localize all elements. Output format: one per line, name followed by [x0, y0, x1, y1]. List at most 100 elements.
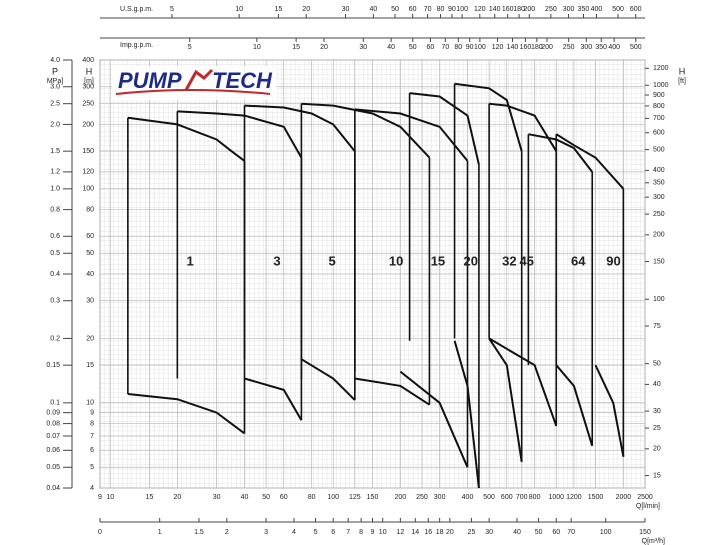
- x2-tick-label: 7: [346, 529, 350, 536]
- x2-tick-label: 70: [567, 529, 575, 536]
- x2-tick-label: 30: [485, 529, 493, 536]
- x2-tick-label: 40: [513, 529, 521, 536]
- us-tick-label: 40: [369, 6, 377, 13]
- x2-tick-label: 100: [600, 529, 612, 536]
- imp-tick-label: 50: [409, 44, 417, 51]
- y2-tick-label: 900: [653, 92, 665, 99]
- x2-tick-label: 1.5: [194, 529, 204, 536]
- y2-tick-label: 15: [653, 472, 661, 479]
- us-tick-label: 180: [513, 6, 525, 13]
- curve-min: [300, 358, 356, 401]
- us-tick-label: 10: [235, 6, 243, 13]
- y-tick-label: 10: [86, 400, 94, 407]
- x2-tick-label: 6: [331, 529, 335, 536]
- model-label: 45: [519, 253, 533, 268]
- us-tick-label: 600: [630, 6, 642, 13]
- imp-tick-label: 20: [320, 44, 328, 51]
- x2-tick-label: 5: [314, 529, 318, 536]
- curve-min: [399, 370, 469, 468]
- p-tick-label: 0.4: [50, 271, 60, 278]
- x2-tick-label: 3: [264, 529, 268, 536]
- imp-tick-label: 80: [454, 44, 462, 51]
- y2-tick-label: 1000: [653, 82, 669, 89]
- imp-tick-label: 250: [563, 44, 575, 51]
- p-tick-label: 2.5: [50, 101, 60, 108]
- curve-max: [454, 82, 523, 152]
- p-tick-label: 0.05: [46, 464, 60, 471]
- p-tick-label: 0.07: [46, 433, 60, 440]
- imp-tick-label: 60: [427, 44, 435, 51]
- x-tick-label: 2000: [616, 494, 632, 501]
- x2-tick-label: 10: [379, 529, 387, 536]
- y2-tick-label: 25: [653, 425, 661, 432]
- us-title: U.S.g.p.m.: [120, 6, 153, 13]
- x-tick-label: 200: [395, 494, 407, 501]
- x-tick-label: 600: [501, 494, 513, 501]
- x-tick-label: 9: [98, 494, 102, 501]
- us-tick-label: 5: [170, 6, 174, 13]
- imp-title: Imp.g.p.m.: [120, 42, 153, 49]
- x2-tick-label: 2: [225, 529, 229, 536]
- us-tick-label: 90: [448, 6, 456, 13]
- y2-tick-label: 300: [653, 194, 665, 201]
- y2-unit: [ft]: [678, 78, 686, 85]
- x-tick-label: 800: [529, 494, 541, 501]
- x-tick-label: 60: [280, 494, 288, 501]
- imp-tick-label: 40: [387, 44, 395, 51]
- us-tick-label: 200: [523, 6, 535, 13]
- x-tick-label: 1200: [566, 494, 582, 501]
- x-tick-label: 700: [516, 494, 528, 501]
- x2-tick-label: 9: [371, 529, 375, 536]
- y2-tick-label: 30: [653, 408, 661, 415]
- x-tick-label: 125: [349, 494, 361, 501]
- us-tick-label: 30: [342, 6, 350, 13]
- y-tick-label: 60: [86, 233, 94, 240]
- model-label: 10: [389, 253, 403, 268]
- us-tick-label: 500: [612, 6, 624, 13]
- p-tick-label: 0.06: [46, 447, 60, 454]
- p-tick-label: 1.2: [50, 169, 60, 176]
- x-tick-label: 20: [173, 494, 181, 501]
- imp-tick-label: 180: [531, 44, 543, 51]
- imp-tick-label: 120: [492, 44, 504, 51]
- us-tick-label: 100: [456, 6, 468, 13]
- y-tick-label: 4: [90, 485, 94, 492]
- curve-max: [409, 92, 480, 165]
- y-tick-label: 100: [82, 186, 94, 193]
- p-tick-label: 3.0: [50, 84, 60, 91]
- y2-tick-label: 20: [653, 446, 661, 453]
- imp-tick-label: 10: [253, 44, 261, 51]
- curve-min: [594, 364, 625, 457]
- y-tick-label: 20: [86, 335, 94, 342]
- y-tick-label: 8: [90, 420, 94, 427]
- us-tick-label: 80: [437, 6, 445, 13]
- p-unit: MPa]: [47, 78, 63, 85]
- curve-max: [488, 102, 558, 152]
- us-tick-label: 300: [563, 6, 575, 13]
- x-title: Q[l/min]: [636, 503, 660, 510]
- imp-tick-label: 100: [474, 44, 486, 51]
- model-label: 20: [464, 253, 478, 268]
- logo-swoosh: [115, 89, 271, 95]
- p-tick-label: 1.5: [50, 148, 60, 155]
- imp-tick-label: 160: [520, 44, 532, 51]
- y-tick-label: 300: [82, 84, 94, 91]
- curve-max: [244, 104, 356, 152]
- x2-tick-label: 8: [359, 529, 363, 536]
- y-tick-label: 7: [90, 433, 94, 440]
- logo-icon: [184, 68, 214, 91]
- curve-max: [555, 133, 625, 190]
- y2-tick-label: 350: [653, 180, 665, 187]
- y2-tick-label: 400: [653, 167, 665, 174]
- x2-tick-label: 25: [468, 529, 476, 536]
- y-tick-label: 5: [90, 464, 94, 471]
- p-tick-label: 0.04: [46, 485, 60, 492]
- x-tick-label: 150: [367, 494, 379, 501]
- x2-title: Q[m³/h]: [642, 538, 665, 545]
- imp-tick-label: 500: [630, 44, 642, 51]
- imp-tick-label: 90: [466, 44, 474, 51]
- x-tick-label: 30: [213, 494, 221, 501]
- imp-tick-label: 300: [580, 44, 592, 51]
- logo-left: PUMP: [118, 68, 182, 93]
- us-tick-label: 250: [545, 6, 557, 13]
